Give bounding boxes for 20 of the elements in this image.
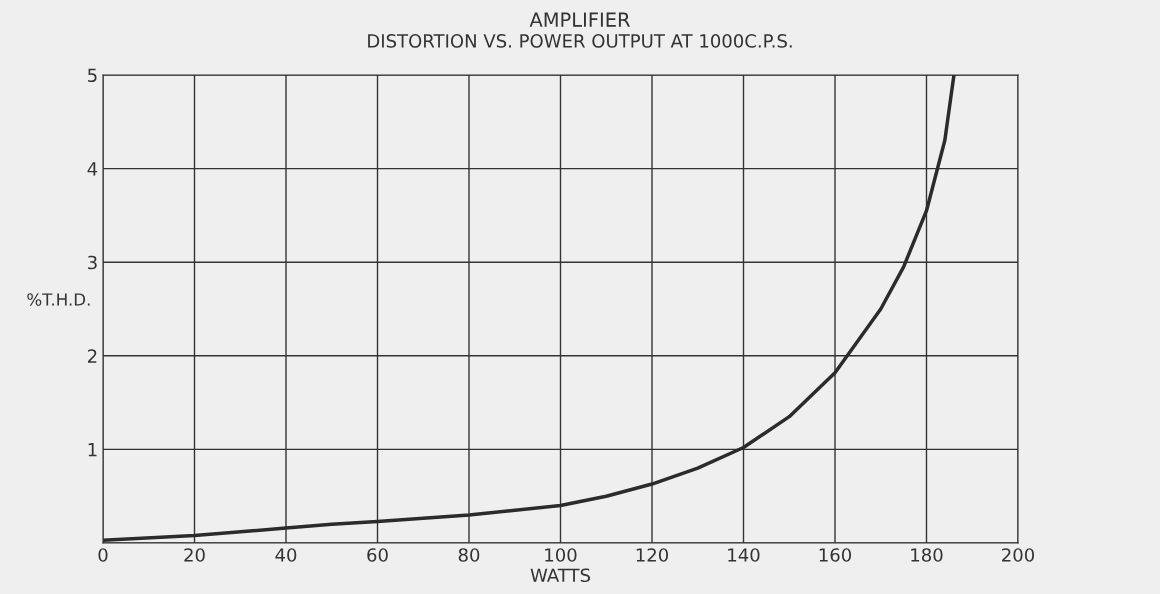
x-tick-label: 60 bbox=[367, 548, 388, 562]
x-tick-label: 40 bbox=[275, 548, 297, 562]
y-axis-title: %T.H.D. bbox=[27, 293, 90, 306]
y-tick-label: 4 bbox=[87, 162, 98, 176]
y-tick-label: 5 bbox=[88, 68, 97, 83]
y-tick-label: 1 bbox=[88, 443, 97, 457]
chart-subtitle: DISTORTION VS. POWER OUTPUT AT 1000C.P.S. bbox=[368, 34, 792, 48]
x-tick-label: 200 bbox=[1002, 548, 1035, 562]
x-tick-label: 80 bbox=[458, 548, 480, 562]
x-tick-label: 20 bbox=[184, 548, 205, 562]
x-tick-label: 0 bbox=[98, 548, 108, 562]
x-tick-label: 160 bbox=[819, 548, 852, 562]
y-tick-label: 3 bbox=[88, 255, 97, 270]
x-tick-label: 120 bbox=[636, 548, 669, 562]
x-tick-label: 100 bbox=[545, 548, 577, 562]
x-axis-title: WATTS bbox=[530, 568, 590, 583]
x-tick-label: 180 bbox=[911, 548, 943, 562]
chart-title: AMPLIFIER bbox=[529, 12, 630, 27]
x-tick-label: 140 bbox=[728, 548, 760, 562]
y-tick-label: 2 bbox=[87, 349, 97, 363]
